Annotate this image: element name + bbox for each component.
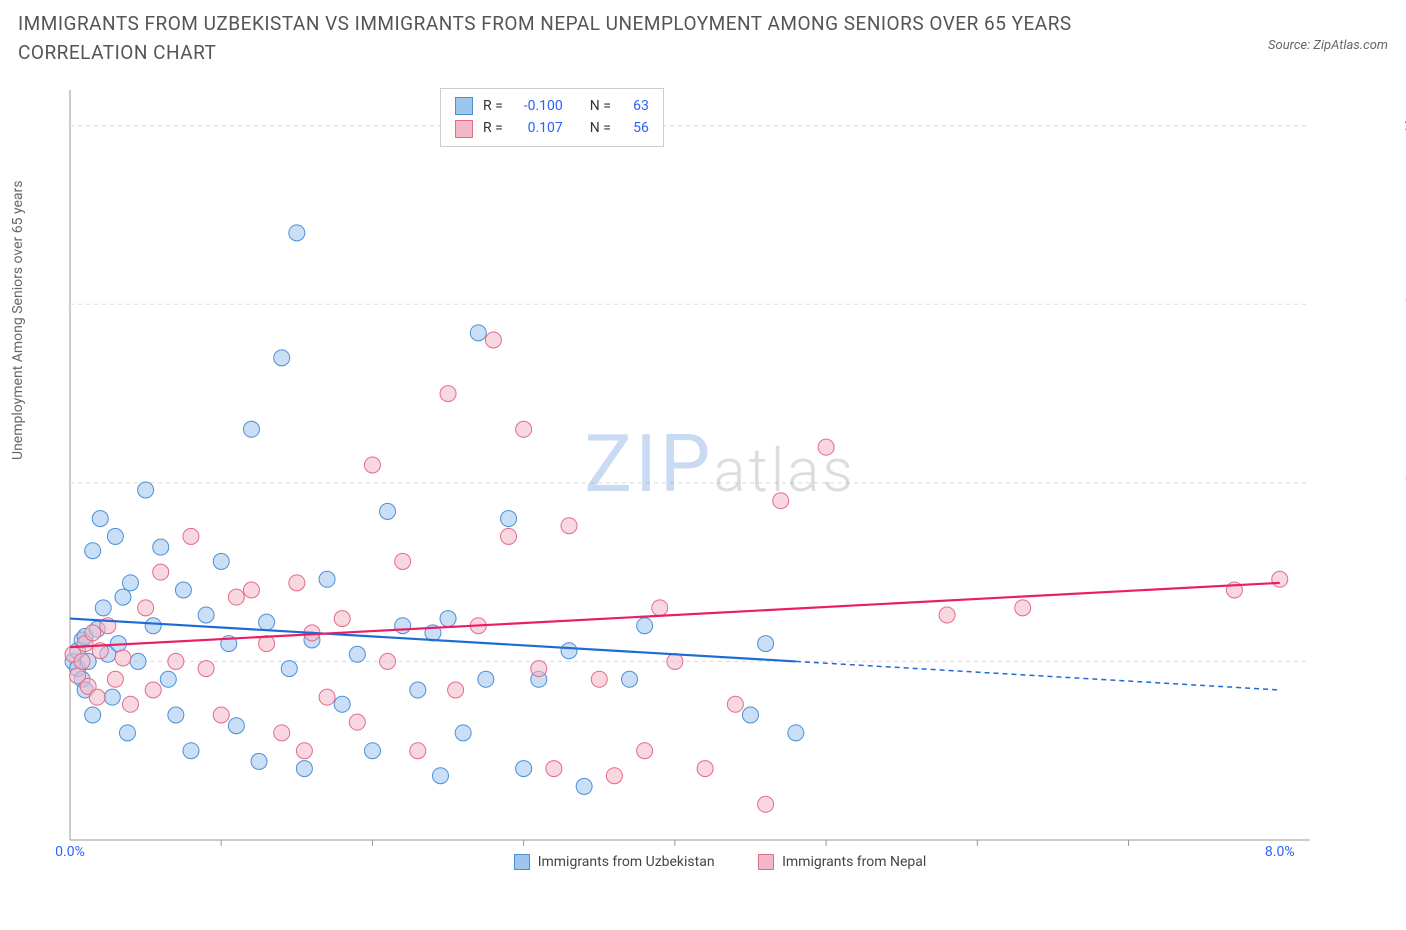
legend-swatch-icon <box>758 854 774 870</box>
legend-label-nepal: Immigrants from Nepal <box>782 854 926 870</box>
n-value-nepal: 56 <box>621 117 649 139</box>
legend-row-nepal: R = 0.107 N = 56 <box>455 117 649 139</box>
n-value-uzbekistan: 63 <box>621 95 649 117</box>
legend-item-uzbekistan: Immigrants from Uzbekistan <box>514 854 715 870</box>
legend-swatch-uzbekistan <box>455 97 473 115</box>
n-label: N = <box>590 117 611 139</box>
legend-label-uzbekistan: Immigrants from Uzbekistan <box>538 854 715 870</box>
chart-area: ZIPatlas R = -0.100 N = 63 R = 0.107 N =… <box>60 80 1380 880</box>
r-label: R = <box>483 95 503 117</box>
r-value-nepal: 0.107 <box>513 117 563 139</box>
source-label: Source: ZipAtlas.com <box>1268 38 1388 53</box>
n-label: N = <box>590 95 611 117</box>
y-axis-label: Unemployment Among Seniors over 65 years <box>10 181 26 461</box>
chart-title: IMMIGRANTS FROM UZBEKISTAN VS IMMIGRANTS… <box>18 10 1118 67</box>
legend-item-nepal: Immigrants from Nepal <box>758 854 926 870</box>
legend-swatch-nepal <box>455 120 473 138</box>
scatter-plot <box>60 80 1380 880</box>
series-legend: Immigrants from Uzbekistan Immigrants fr… <box>60 854 1380 874</box>
legend-row-uzbekistan: R = -0.100 N = 63 <box>455 95 649 117</box>
r-label: R = <box>483 117 503 139</box>
legend-swatch-icon <box>514 854 530 870</box>
r-value-uzbekistan: -0.100 <box>513 95 563 117</box>
correlation-legend: R = -0.100 N = 63 R = 0.107 N = 56 <box>440 88 664 147</box>
